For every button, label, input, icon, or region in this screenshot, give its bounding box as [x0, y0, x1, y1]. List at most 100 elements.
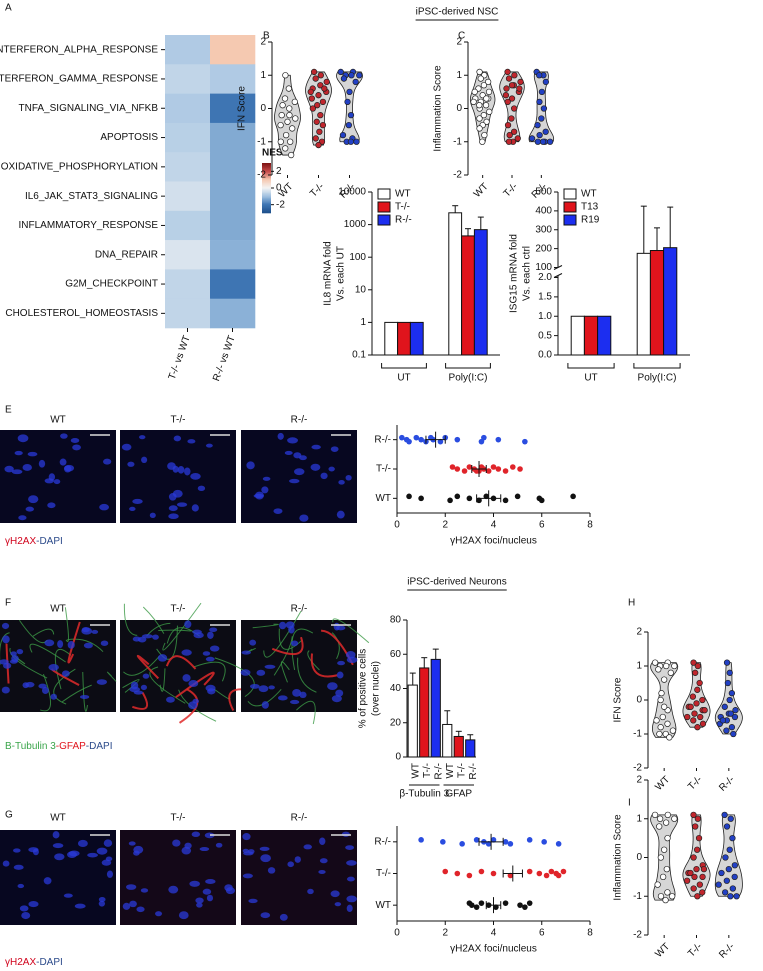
data-point: [317, 72, 324, 79]
nucleus: [337, 660, 345, 666]
colorbar-step: [262, 168, 271, 170]
nucleus: [287, 861, 295, 868]
nucleus: [91, 629, 99, 634]
bar: [453, 735, 464, 758]
nucleus: [346, 656, 358, 664]
data-point: [502, 839, 509, 845]
nucleus: [333, 622, 340, 631]
nucleus: [25, 681, 35, 688]
x-tick-label: T-/-: [308, 181, 326, 199]
fiber: [175, 671, 215, 699]
nucleus: [292, 688, 302, 697]
data-point: [418, 495, 424, 502]
nucleus: [13, 864, 24, 870]
heatmap-cell: [210, 181, 256, 212]
x-tick-label: 0: [394, 520, 400, 531]
nucleus: [290, 699, 300, 705]
data-point: [485, 468, 492, 474]
row-label: INTERFERON_ALPHA_RESPONSE: [0, 44, 158, 55]
y-axis-label: IL8 mRNA fold: [323, 241, 334, 305]
data-point: [478, 868, 485, 875]
nucleus: [184, 842, 192, 849]
nucleus: [122, 902, 131, 910]
data-point: [726, 846, 733, 853]
nucleus: [197, 485, 206, 492]
data-point: [476, 68, 483, 76]
data-point: [693, 865, 700, 873]
nucleus: [188, 701, 198, 710]
legend-label: T-/-: [395, 202, 410, 213]
data-point: [289, 125, 296, 132]
y-tick-label: -1: [453, 136, 462, 147]
nucleus: [177, 466, 185, 474]
fiber: [280, 661, 290, 683]
caption-part: -DAPI: [36, 536, 63, 547]
data-point: [473, 468, 480, 474]
y-tick-label: 500: [535, 187, 552, 198]
nucleus: [62, 670, 70, 677]
image-label: T-/-: [171, 604, 186, 615]
data-point: [454, 493, 461, 500]
y-tick-label: 300: [535, 224, 552, 235]
fiber: [271, 636, 304, 656]
y-tick-label: 0: [260, 103, 266, 114]
nucleus: [319, 858, 328, 864]
nucleus: [184, 620, 192, 629]
data-point: [662, 896, 669, 904]
nucleus: [17, 883, 25, 889]
micrograph: [241, 430, 357, 523]
fiber: [252, 623, 279, 629]
nucleus: [79, 694, 90, 699]
col-label: R-/- vs WT: [211, 334, 238, 383]
x-tick-label: Poly(I:C): [638, 373, 677, 384]
data-point: [539, 138, 547, 145]
nucleus: [140, 684, 148, 691]
data-point: [481, 131, 488, 139]
data-point: [291, 98, 298, 105]
nucleus: [21, 911, 31, 920]
colorbar-step: [262, 208, 271, 210]
image-label: WT: [50, 604, 66, 615]
data-point: [693, 846, 701, 853]
y-tick-label: 1: [360, 317, 366, 328]
data-point: [723, 727, 730, 734]
y-tick-label: 1000: [344, 219, 367, 230]
fiber: [122, 679, 140, 693]
nucleus: [59, 458, 67, 466]
nucleus: [191, 831, 201, 838]
nucleus: [258, 685, 269, 693]
nucleus: [27, 451, 38, 457]
nucleus: [50, 693, 57, 700]
data-point: [669, 893, 676, 900]
colorbar-step: [262, 171, 271, 174]
data-point: [340, 75, 348, 82]
nucleus: [53, 479, 61, 485]
data-point: [664, 834, 671, 842]
x-tick-label: T-/-: [686, 774, 704, 792]
heatmap-cell: [165, 122, 211, 153]
fiber: [32, 628, 55, 637]
nucleus: [168, 513, 179, 520]
data-point: [510, 128, 518, 135]
x-tick-label: WT: [653, 941, 672, 960]
fiber: [158, 629, 191, 632]
bar: [409, 321, 424, 356]
col-label: T-/- vs WT: [167, 334, 193, 381]
data-point: [413, 434, 420, 441]
heatmap-cell: [165, 181, 211, 212]
fiber: [5, 643, 10, 684]
data-point: [661, 676, 668, 683]
data-point: [690, 885, 697, 892]
fiber: [29, 643, 66, 663]
colorbar-step: [262, 211, 271, 214]
nucleus: [11, 469, 23, 475]
nucleus: [336, 510, 345, 519]
panel-letter: B: [263, 31, 270, 42]
data-point: [727, 893, 734, 900]
nucleus: [345, 845, 355, 850]
data-point: [526, 900, 533, 906]
data-point: [723, 877, 730, 884]
x-axis-label: γH2AX foci/nucleus: [450, 536, 537, 547]
colorbar-step: [262, 186, 271, 189]
